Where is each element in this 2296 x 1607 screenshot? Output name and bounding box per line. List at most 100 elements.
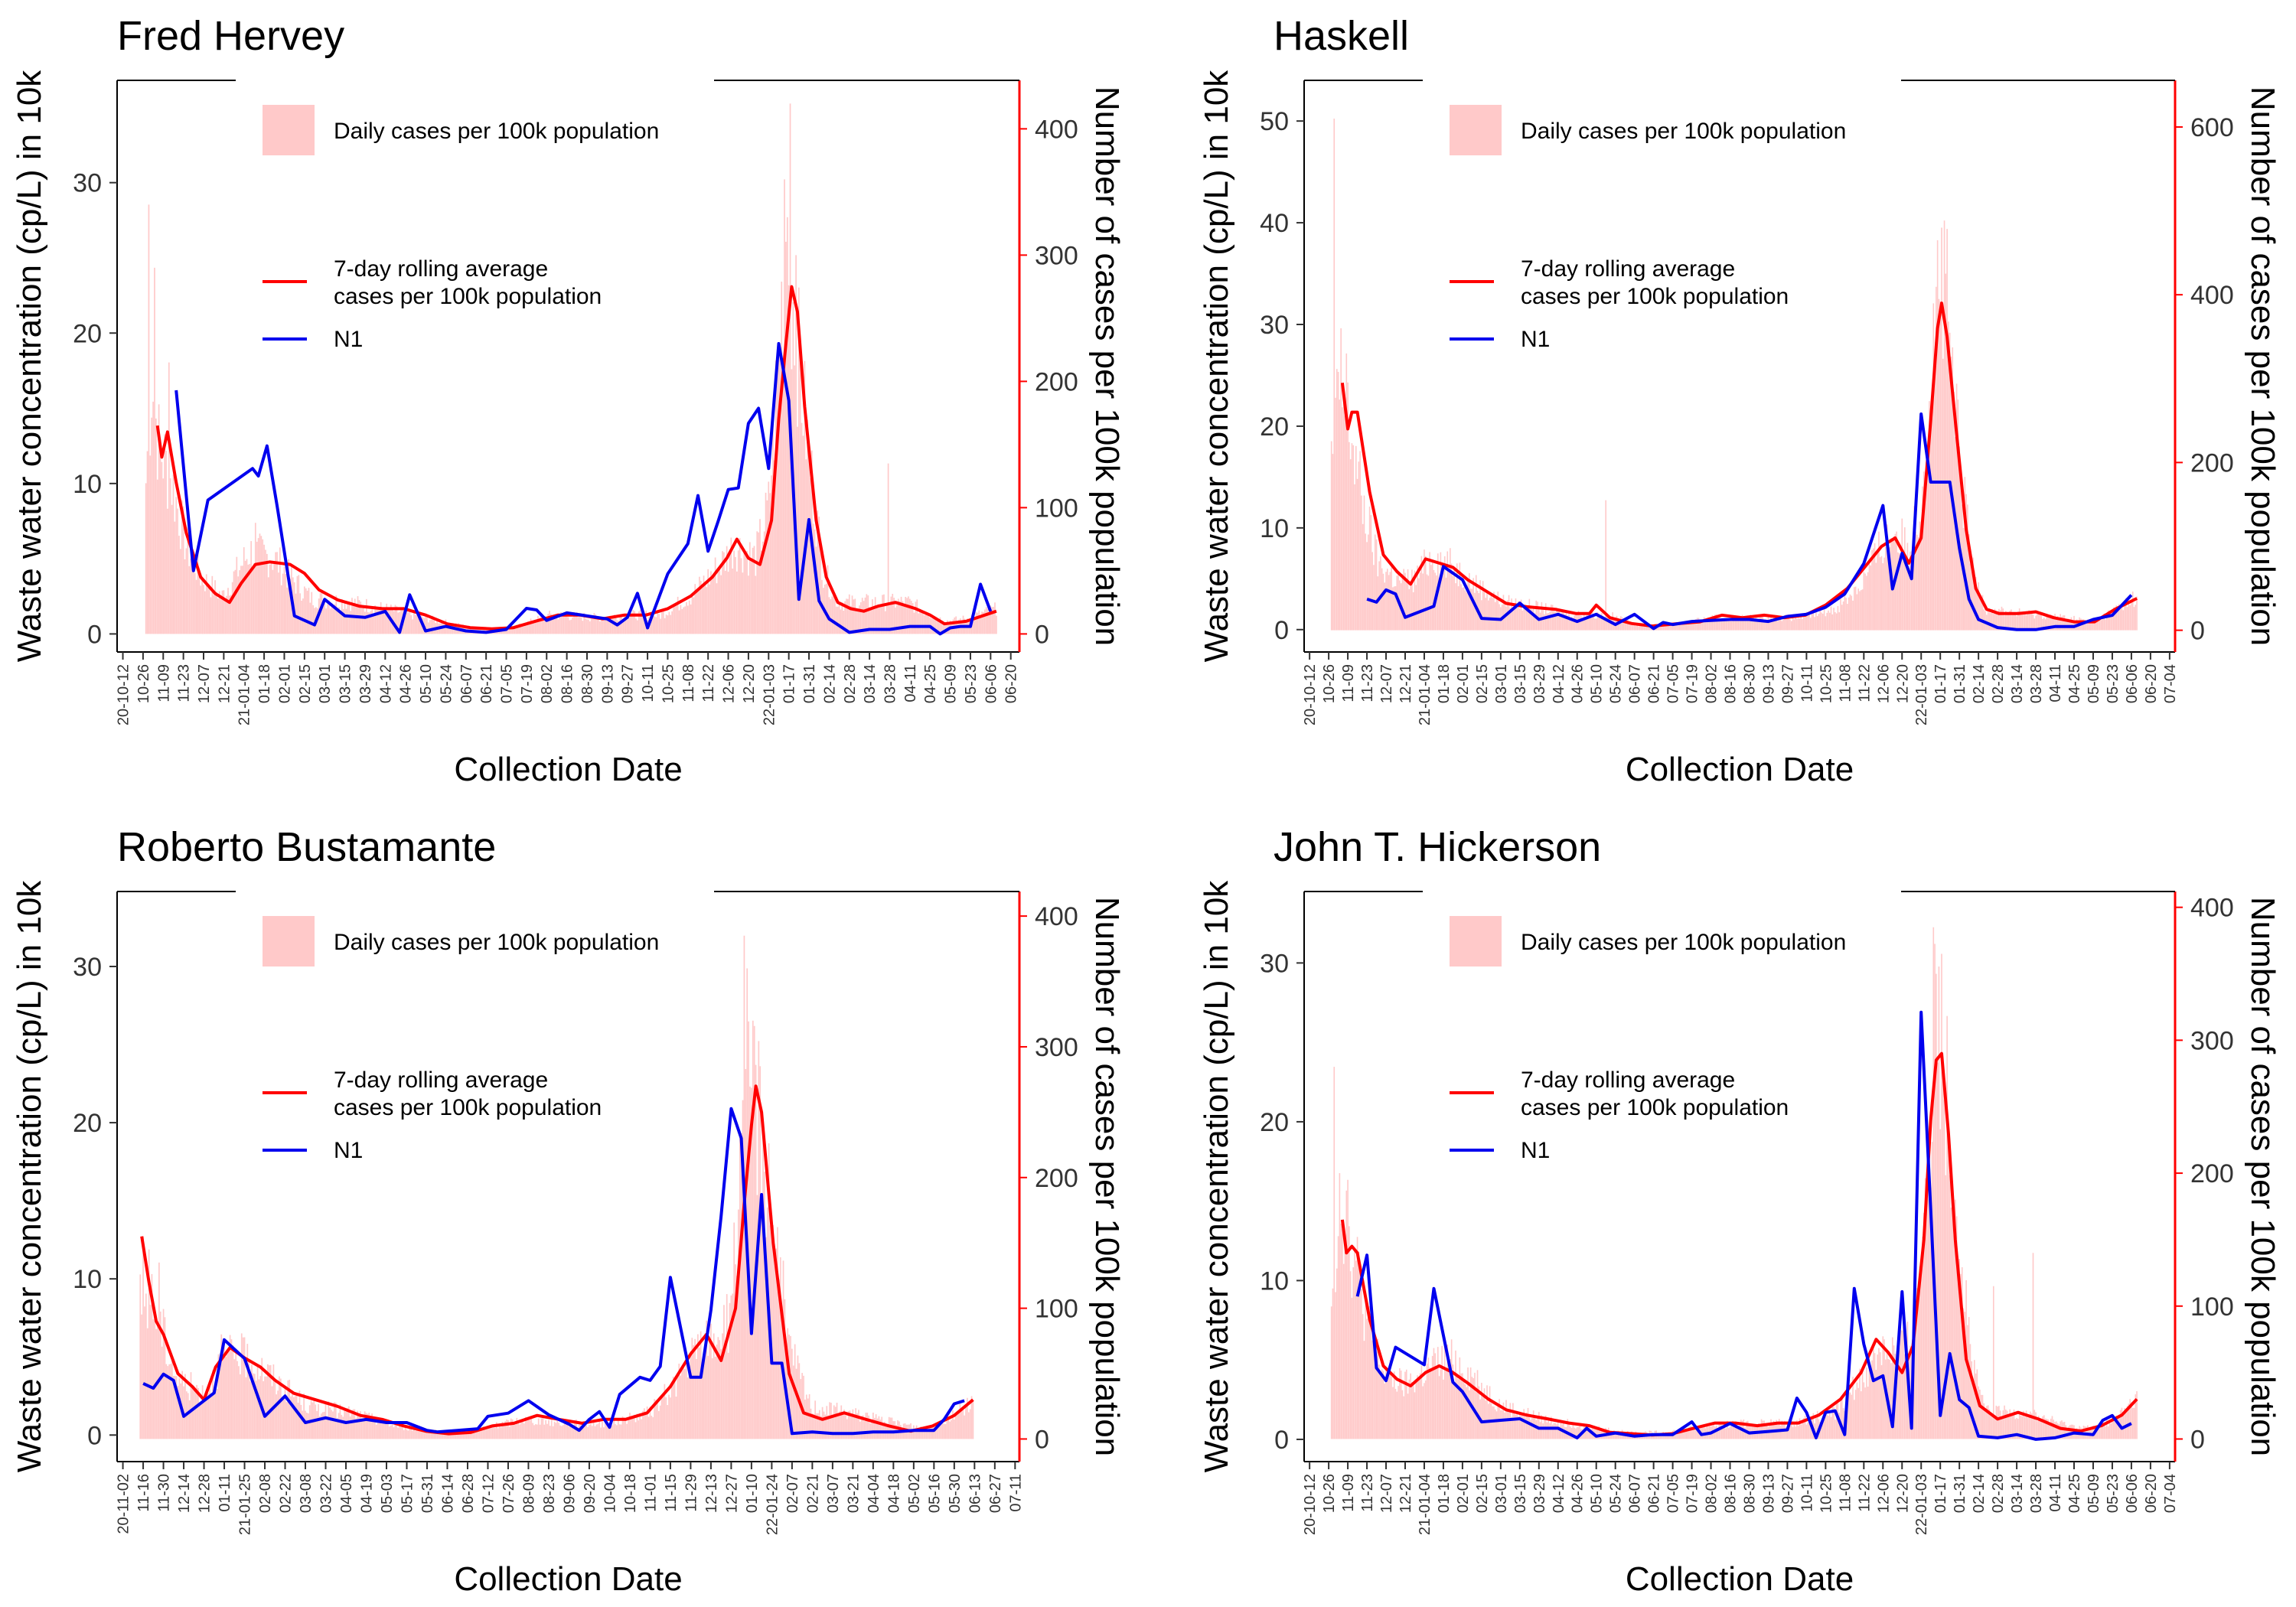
daily-case-bar — [1359, 451, 1361, 631]
daily-case-bar — [2110, 613, 2112, 631]
daily-case-bar — [803, 1375, 804, 1439]
daily-case-bar — [1699, 622, 1701, 631]
daily-case-bar — [1706, 621, 1707, 631]
daily-case-bar — [425, 614, 426, 634]
legend-rolling-label-1: 7-day rolling average — [1521, 256, 1735, 282]
daily-case-bar — [905, 596, 907, 634]
daily-case-bar — [245, 1377, 247, 1439]
daily-case-bar — [1992, 614, 1994, 631]
daily-case-bar — [2025, 614, 2027, 631]
daily-case-bar — [1965, 494, 1967, 631]
daily-case-bar — [594, 1426, 596, 1439]
daily-case-bar — [387, 607, 389, 634]
daily-case-bar — [1483, 1388, 1486, 1439]
daily-case-bar — [621, 1416, 624, 1439]
daily-case-bar — [628, 1420, 629, 1439]
daily-case-bar — [1422, 1386, 1424, 1439]
daily-case-bar — [2089, 621, 2092, 631]
daily-case-bar — [952, 1410, 954, 1439]
daily-case-bar — [266, 1376, 267, 1439]
daily-case-bar — [1579, 615, 1581, 631]
daily-case-bar — [318, 1403, 319, 1439]
daily-case-bar — [1560, 615, 1562, 631]
daily-case-bar — [203, 1402, 205, 1439]
daily-case-bar — [894, 1421, 896, 1439]
x-tick-label: 11-01 — [642, 1474, 659, 1512]
daily-case-bar — [678, 1363, 680, 1439]
daily-case-bar — [1391, 567, 1392, 631]
daily-case-bar — [1521, 610, 1524, 631]
daily-case-bar — [1919, 521, 1921, 631]
daily-case-bar — [2028, 610, 2030, 631]
daily-case-bar — [1417, 566, 1418, 631]
daily-case-bar — [926, 1429, 928, 1439]
daily-case-bar — [774, 1259, 776, 1439]
x-tick-label: 01-31 — [801, 664, 818, 703]
daily-case-bar — [213, 1387, 215, 1439]
y-right-tick-label: 100 — [2190, 1292, 2234, 1322]
daily-case-bar — [1349, 1271, 1352, 1439]
daily-case-bar — [1714, 614, 1716, 631]
daily-case-bar — [1482, 1393, 1484, 1439]
daily-case-bar — [1544, 614, 1545, 631]
daily-case-bar — [481, 1429, 483, 1439]
daily-case-bar — [1433, 1348, 1435, 1439]
daily-case-bar — [604, 1423, 606, 1439]
daily-case-bar — [543, 1424, 546, 1439]
daily-case-bar — [853, 1415, 856, 1439]
x-tick-label: 02-14 — [821, 664, 838, 703]
daily-case-bar — [1681, 1429, 1683, 1439]
daily-case-bar — [1377, 576, 1379, 631]
daily-case-bar — [413, 1427, 415, 1439]
daily-case-bar — [494, 1427, 496, 1439]
x-tick-label: 06-21 — [1646, 1474, 1663, 1513]
daily-case-bar — [1746, 615, 1749, 631]
daily-case-bar — [668, 611, 670, 634]
daily-case-bar — [1456, 1374, 1458, 1439]
daily-case-bar — [1459, 562, 1461, 631]
daily-case-bar — [548, 1420, 550, 1439]
daily-case-bar — [1854, 1390, 1857, 1439]
daily-case-bar — [321, 1412, 324, 1439]
daily-case-bar — [974, 618, 976, 634]
x-tick-label: 04-25 — [2066, 664, 2083, 703]
daily-case-bar — [178, 1378, 181, 1439]
daily-case-bar — [1457, 1379, 1459, 1439]
daily-case-bar — [1779, 618, 1782, 631]
daily-case-bar — [1431, 1355, 1433, 1439]
daily-case-bar — [639, 609, 641, 634]
daily-case-bar — [1917, 1289, 1919, 1439]
daily-case-bar — [2129, 1399, 2131, 1439]
daily-case-bar — [892, 1421, 895, 1439]
daily-case-bar — [229, 595, 230, 634]
daily-case-bar — [360, 1418, 363, 1439]
daily-case-bar — [1708, 621, 1711, 631]
daily-case-bar — [1680, 624, 1682, 631]
daily-case-bar — [972, 614, 974, 634]
daily-case-bar — [1384, 1383, 1386, 1439]
daily-case-bar — [523, 626, 524, 634]
y-left-tick-label: 0 — [1274, 1426, 1289, 1455]
daily-case-bar — [688, 600, 690, 634]
daily-case-bar — [1828, 612, 1831, 631]
daily-case-bar — [608, 1424, 611, 1439]
daily-case-bar — [1828, 610, 1829, 631]
daily-case-bar — [833, 591, 834, 634]
daily-case-bar — [1658, 1434, 1660, 1439]
daily-case-bar — [1701, 621, 1702, 631]
daily-case-bar — [180, 549, 181, 634]
daily-case-bar — [891, 1417, 893, 1439]
daily-case-bar — [1696, 618, 1698, 631]
daily-case-bar — [242, 1337, 244, 1439]
daily-case-bar — [1580, 615, 1582, 631]
x-tick-label: 02-15 — [1474, 1474, 1491, 1513]
daily-case-bar — [988, 612, 990, 634]
daily-case-bar — [1381, 1369, 1383, 1439]
daily-case-bar — [688, 1365, 690, 1439]
daily-case-bar — [1985, 1411, 1986, 1439]
daily-case-bar — [2042, 618, 2043, 631]
daily-case-bar — [523, 1423, 525, 1439]
daily-case-bar — [726, 546, 728, 634]
daily-case-bar — [739, 538, 741, 634]
